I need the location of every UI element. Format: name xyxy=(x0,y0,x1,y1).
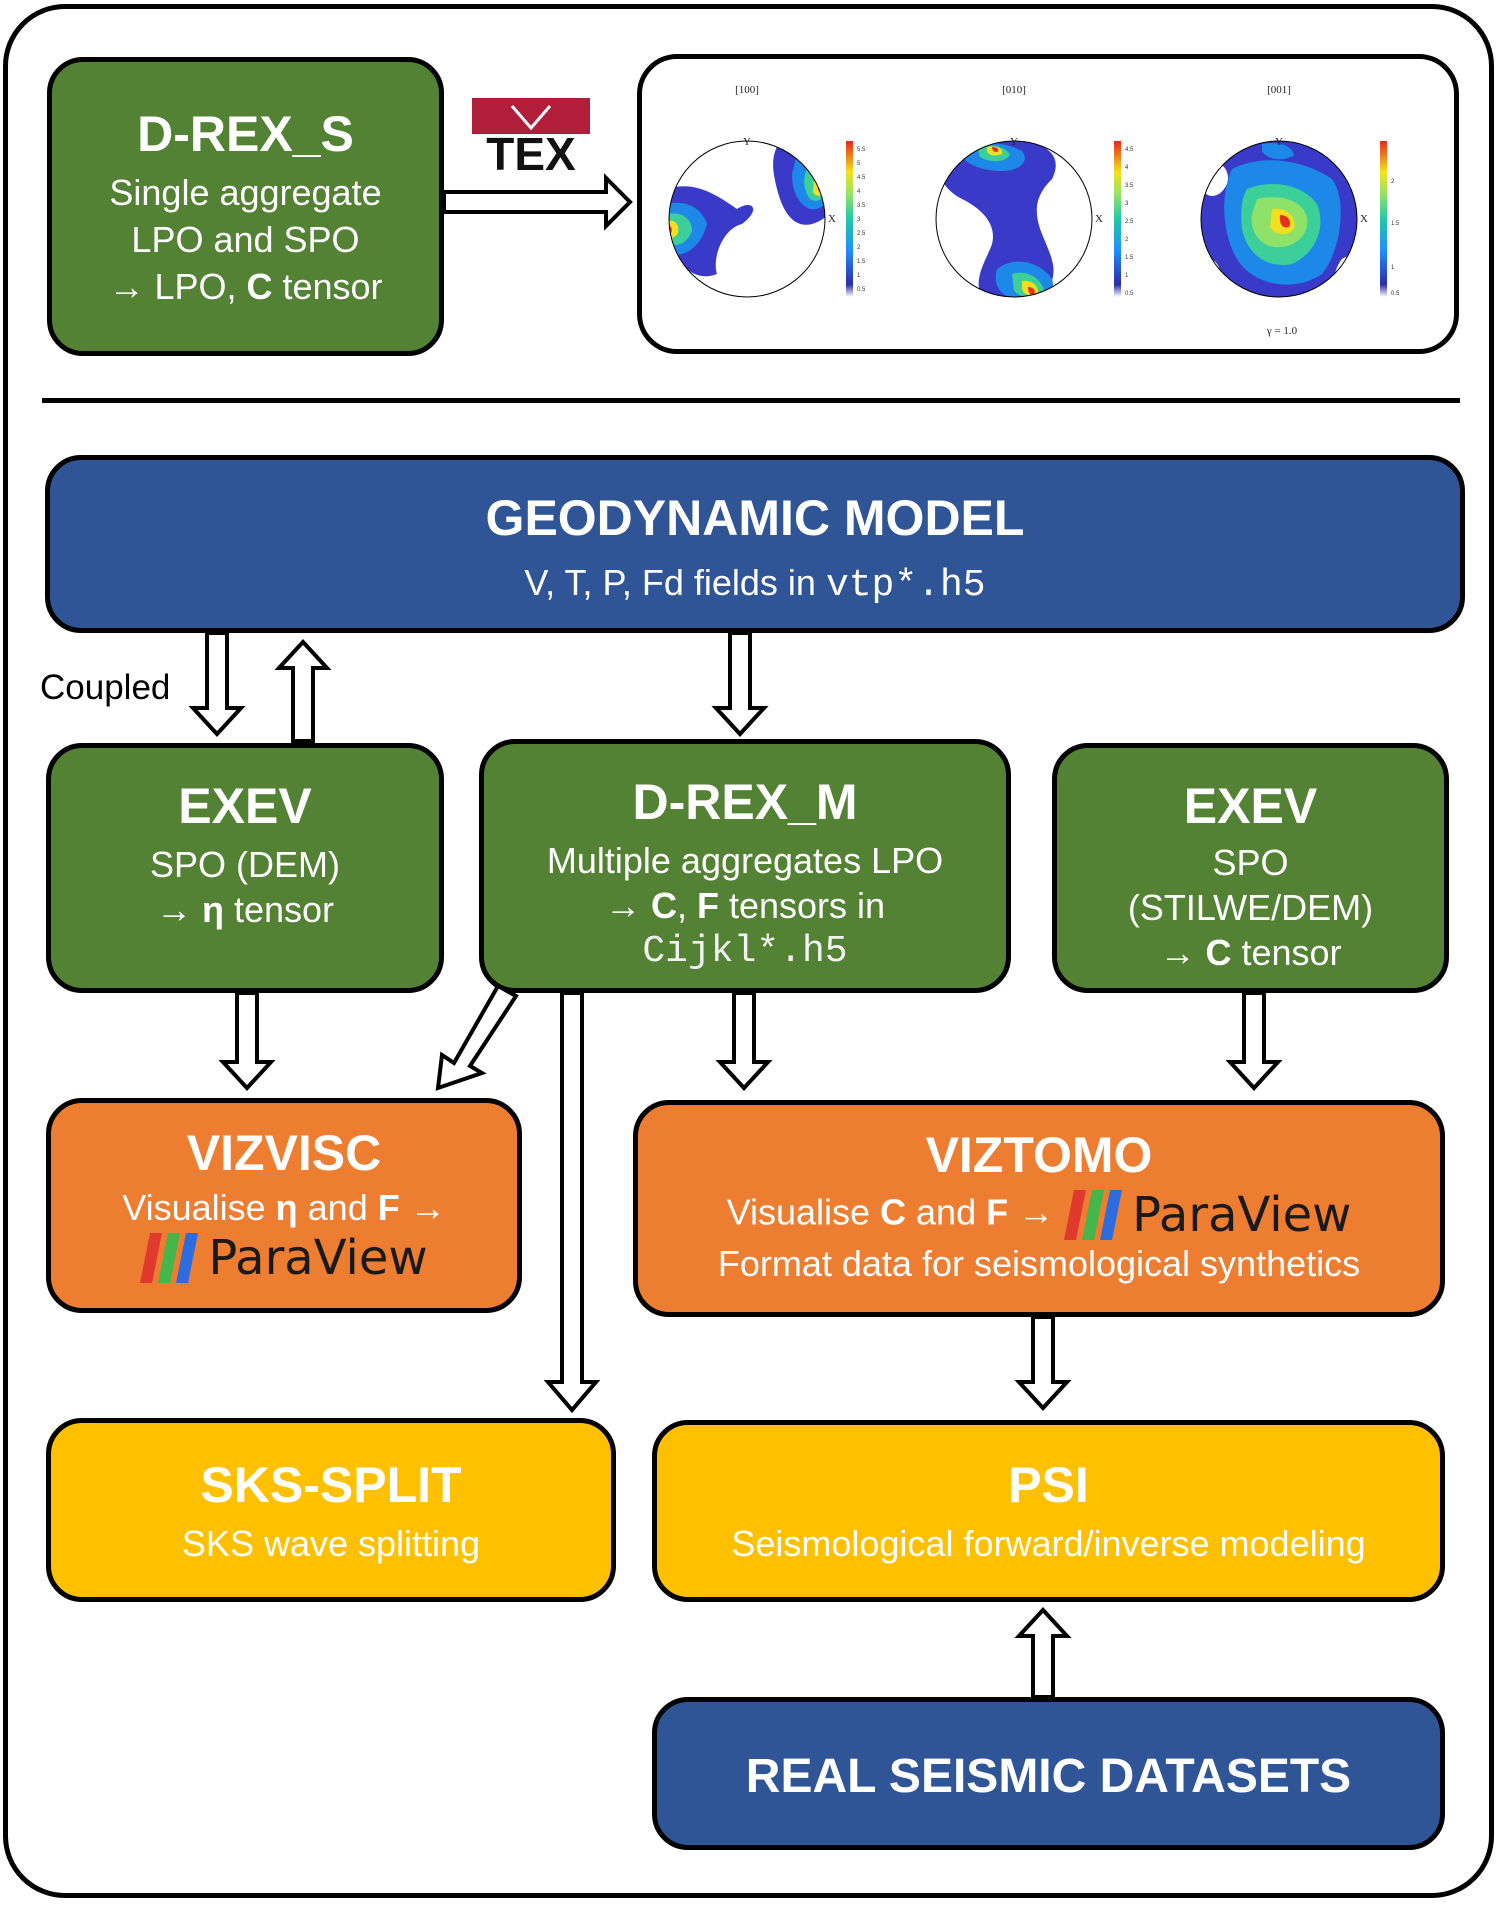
exev-left-title: EXEV xyxy=(178,778,312,834)
svg-text:3: 3 xyxy=(857,217,861,223)
svg-text:0.5: 0.5 xyxy=(857,287,866,293)
psi-subtitle: Seismological forward/inverse modeling xyxy=(731,1522,1366,1564)
svg-text:5: 5 xyxy=(857,161,861,167)
psi-title: PSI xyxy=(1008,1457,1089,1513)
pf1-title: [100] xyxy=(735,84,759,96)
viztomo-title: VIZTOMO xyxy=(925,1127,1153,1183)
exev-left-box: EXEV SPO (DEM) → η tensor xyxy=(46,743,444,993)
outer-frame xyxy=(3,4,1494,1898)
real-seismic-box: REAL SEISMIC DATASETS xyxy=(652,1697,1445,1850)
svg-text:1.5: 1.5 xyxy=(857,259,866,265)
svg-text:3.5: 3.5 xyxy=(1125,183,1134,189)
exev-right-box: EXEV SPO (STILWE/DEM) → C tensor xyxy=(1052,743,1449,993)
sks-subtitle: SKS wave splitting xyxy=(181,1522,481,1564)
svg-text:1: 1 xyxy=(1125,273,1129,279)
svg-text:4: 4 xyxy=(1125,165,1129,171)
drex-m-line2: → C, F tensors in xyxy=(604,884,886,926)
viztomo-line1: Visualise C and F → ParaView xyxy=(726,1186,1352,1243)
svg-text:[001]: [001] xyxy=(1267,84,1291,96)
vizvisc-paraview-logo: ParaView xyxy=(51,1230,517,1286)
svg-text:4.5: 4.5 xyxy=(857,175,866,181)
drex-s-line3: → LPO, C tensor xyxy=(108,265,383,307)
vizvisc-line1: Visualise η and F → xyxy=(122,1186,446,1228)
svg-text:2.5: 2.5 xyxy=(1125,219,1134,225)
svg-text:X: X xyxy=(1360,213,1368,225)
svg-text:X: X xyxy=(828,213,836,225)
real-title: REAL SEISMIC DATASETS xyxy=(745,1750,1352,1803)
svg-text:3: 3 xyxy=(1125,201,1129,207)
drex-s-title: D-REX_S xyxy=(137,106,354,162)
paraview-text: ParaView xyxy=(208,1229,428,1286)
mtex-logo: TEX xyxy=(472,98,590,180)
svg-text:Y: Y xyxy=(743,136,751,148)
svg-text:0.5: 0.5 xyxy=(1391,291,1400,297)
exev-right-title: EXEV xyxy=(1183,778,1318,834)
exev-right-line1: SPO xyxy=(1212,841,1289,883)
svg-text:2: 2 xyxy=(1125,237,1129,243)
exev-left-line1: SPO (DEM) xyxy=(149,843,340,885)
drex-m-line3: Cijkl*.h5 xyxy=(642,929,848,973)
coupled-label: Coupled xyxy=(40,668,171,707)
psi-box: PSI Seismological forward/inverse modeli… xyxy=(652,1420,1445,1602)
pole-figure-010: [010] Y X 4.5 4 3.5 3 2.5 xyxy=(935,84,1134,298)
svg-text:5.5: 5.5 xyxy=(857,147,866,153)
exev-left-line2: → η tensor xyxy=(155,888,335,930)
drex-m-title: D-REX_M xyxy=(632,774,858,830)
exev-right-line2: (STILWE/DEM) xyxy=(1127,886,1374,928)
drex-s-line1: Single aggregate xyxy=(109,171,382,213)
sks-title: SKS-SPLIT xyxy=(200,1457,462,1513)
svg-text:1.5: 1.5 xyxy=(1125,255,1134,261)
pf3-colorbar-ticks: 2 1.5 1 0.5 xyxy=(1391,179,1400,297)
pf2-colorbar-ticks: 4.5 4 3.5 3 2.5 2 1.5 1 0.5 xyxy=(1125,147,1134,297)
geodynamic-model-box: GEODYNAMIC MODEL V, T, P, Fd fields in v… xyxy=(45,455,1465,633)
svg-text:4: 4 xyxy=(857,189,861,195)
pf1-colorbar-ticks: 5.5 5 4.5 4 3.5 3 2.5 2 1.5 1 0.5 xyxy=(857,147,866,293)
exev-right-line3: → C tensor xyxy=(1159,931,1342,973)
pole-figures: [100] Y X 5.5 5 4.5 4 3 xyxy=(668,84,1400,337)
viztomo-box: VIZTOMO Visualise C and F → ParaView For… xyxy=(633,1100,1445,1317)
drex-m-line1: Multiple aggregates LPO xyxy=(546,839,944,881)
svg-text:0.5: 0.5 xyxy=(1125,291,1134,297)
vizvisc-box: VIZVISC Visualise η and F → ParaView xyxy=(46,1098,522,1313)
svg-text:1.5: 1.5 xyxy=(1391,221,1400,227)
sks-split-box: SKS-SPLIT SKS wave splitting xyxy=(46,1418,616,1602)
svg-text:[010]: [010] xyxy=(1002,84,1026,96)
drex-s-line2: LPO and SPO xyxy=(131,218,360,260)
svg-text:X: X xyxy=(1095,213,1103,225)
svg-text:4.5: 4.5 xyxy=(1125,147,1134,153)
drex-m-box: D-REX_M Multiple aggregates LPO → C, F t… xyxy=(479,739,1011,993)
geodynamic-subtitle: V, T, P, Fd fields in vtp*.h5 xyxy=(524,561,986,607)
paraview-icon xyxy=(1064,1189,1123,1240)
svg-text:1: 1 xyxy=(857,273,861,279)
svg-text:2: 2 xyxy=(1391,179,1395,185)
vizvisc-title: VIZVISC xyxy=(186,1125,382,1181)
pole-figure-001: [001] Y X 2 1.5 1 0.5 xyxy=(1200,84,1400,337)
svg-text:Y: Y xyxy=(1275,136,1283,148)
svg-text:2.5: 2.5 xyxy=(857,231,866,237)
viztomo-line2: Format data for seismological synthetics xyxy=(717,1242,1361,1284)
svg-text:Y: Y xyxy=(1010,136,1018,148)
paraview-text: ParaView xyxy=(1132,1186,1352,1243)
svg-text:1: 1 xyxy=(1391,265,1395,271)
svg-text:3.5: 3.5 xyxy=(857,203,866,209)
section-divider xyxy=(42,398,1460,403)
pole-figure-100: [100] Y X 5.5 5 4.5 4 3 xyxy=(668,84,866,298)
mtex-logo-text: TEX xyxy=(486,128,576,174)
svg-text:2: 2 xyxy=(857,245,861,251)
drex-s-box: D-REX_S Single aggregate LPO and SPO → L… xyxy=(47,57,444,356)
paraview-icon xyxy=(140,1232,199,1283)
pole-figure-panel: [100] Y X 5.5 5 4.5 4 3 xyxy=(637,54,1459,354)
geodynamic-title: GEODYNAMIC MODEL xyxy=(485,490,1025,546)
strain-label: γ = 1.0 xyxy=(1266,325,1298,337)
